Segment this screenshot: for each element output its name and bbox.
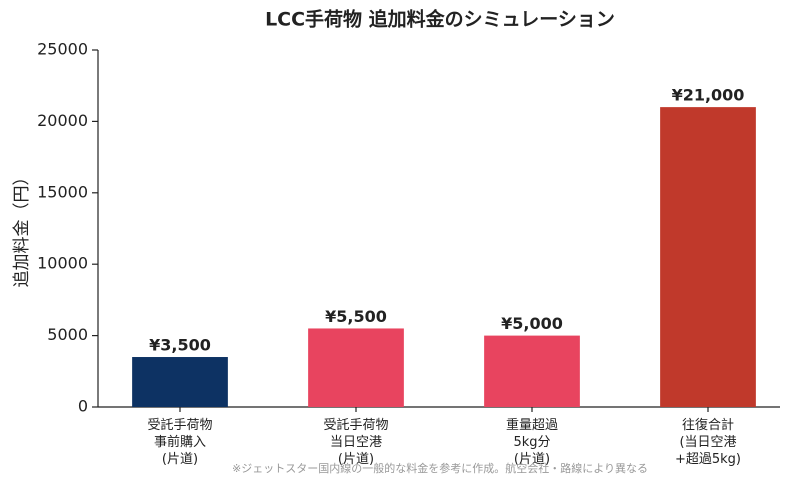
y-tick-label: 15000 (37, 182, 88, 201)
value-label: ¥21,000 (672, 86, 745, 105)
bar (484, 335, 580, 407)
value-label: ¥5,500 (325, 307, 387, 326)
y-tick-label: 20000 (37, 111, 88, 130)
x-tick-label: 往復合計(当日空港+超過5kg) (675, 417, 741, 467)
x-tick-label: 受託手荷物事前購入(片道) (147, 417, 212, 467)
bar (660, 107, 756, 408)
x-tick-label: 重量超過 5kg分(片道) (506, 417, 558, 467)
y-tick-label: 10000 (37, 254, 88, 273)
y-tick-label: 0 (78, 397, 88, 416)
y-axis-label: 追加料金（円） (12, 169, 32, 288)
x-tick-label: 受託手荷物当日空港(片道) (323, 417, 388, 467)
chart-title: LCC手荷物 追加料金のシミュレーション (265, 8, 615, 31)
value-label: ¥5,000 (501, 314, 563, 333)
value-label: ¥3,500 (149, 336, 211, 355)
y-tick-label: 5000 (47, 325, 88, 344)
y-tick-label: 25000 (37, 40, 88, 59)
footnote: ※ジェットスター国内線の一般的な料金を参考に作成。航空会社・路線により異なる (232, 461, 648, 475)
bar (132, 357, 228, 407)
bar (308, 328, 404, 407)
